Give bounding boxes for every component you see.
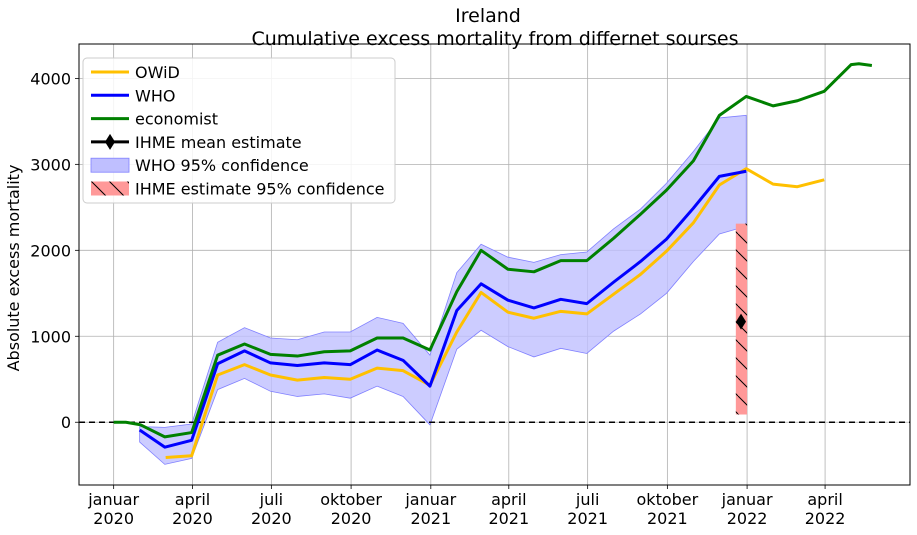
plot-area — [79, 62, 910, 465]
x-tick-label: april — [175, 490, 210, 509]
legend-label: WHO 95% confidence — [135, 156, 309, 175]
legend-diamond-marker — [105, 133, 115, 150]
x-tick-label: 2020 — [331, 509, 372, 528]
x-tick-label: 2022 — [727, 509, 768, 528]
y-tick-label: 2000 — [30, 241, 71, 260]
x-tick-label: 2021 — [488, 509, 529, 528]
x-tick-label: januar — [87, 490, 139, 509]
legend-swatch-hatch — [91, 181, 129, 196]
legend-swatch-patch — [90, 157, 130, 173]
ihme-mean-marker — [736, 313, 747, 330]
y-tick-label: 4000 — [30, 69, 71, 88]
axis-ticks: januar2020april2020juli2020oktober2020ja… — [30, 69, 845, 528]
x-tick-label: oktober — [320, 490, 382, 509]
x-tick-label: 2020 — [172, 509, 213, 528]
legend-box — [82, 57, 396, 204]
y-axis-label: Absolute excess mortality — [4, 165, 23, 372]
legend-label: IHME estimate 95% confidence — [135, 180, 384, 199]
x-tick-label: 2020 — [251, 509, 292, 528]
x-tick-label: januar — [404, 490, 456, 509]
x-tick-label: januar — [721, 490, 773, 509]
x-tick-label: oktober — [637, 490, 699, 509]
legend-label: economist — [135, 110, 218, 129]
legend-label: IHME mean estimate — [135, 133, 302, 152]
x-tick-label: april — [807, 490, 842, 509]
chart-title: Ireland — [455, 5, 521, 27]
chart-subtitle: Cumulative excess mortality from differn… — [252, 28, 739, 50]
x-tick-label: 2022 — [805, 509, 846, 528]
y-tick-label: 1000 — [30, 327, 71, 346]
x-tick-label: juli — [259, 490, 283, 509]
series-line-who — [138, 169, 747, 449]
x-tick-label: 2020 — [93, 509, 134, 528]
y-tick-label: 3000 — [30, 155, 71, 174]
y-tick-label: 0 — [61, 413, 71, 432]
x-tick-label: 2021 — [647, 509, 688, 528]
x-tick-label: juli — [575, 490, 599, 509]
x-tick-label: 2021 — [567, 509, 608, 528]
legend: OWiD WHO economist IHME mean estimate WHO 95… — [82, 57, 396, 204]
legend-label: OWiD — [135, 63, 180, 82]
x-tick-label: april — [491, 490, 526, 509]
legend-label: WHO — [135, 86, 175, 105]
series-line-economist — [113, 62, 873, 439]
series-line-owid — [165, 167, 825, 459]
axes-frame — [78, 43, 911, 486]
x-tick-label: 2021 — [410, 509, 451, 528]
